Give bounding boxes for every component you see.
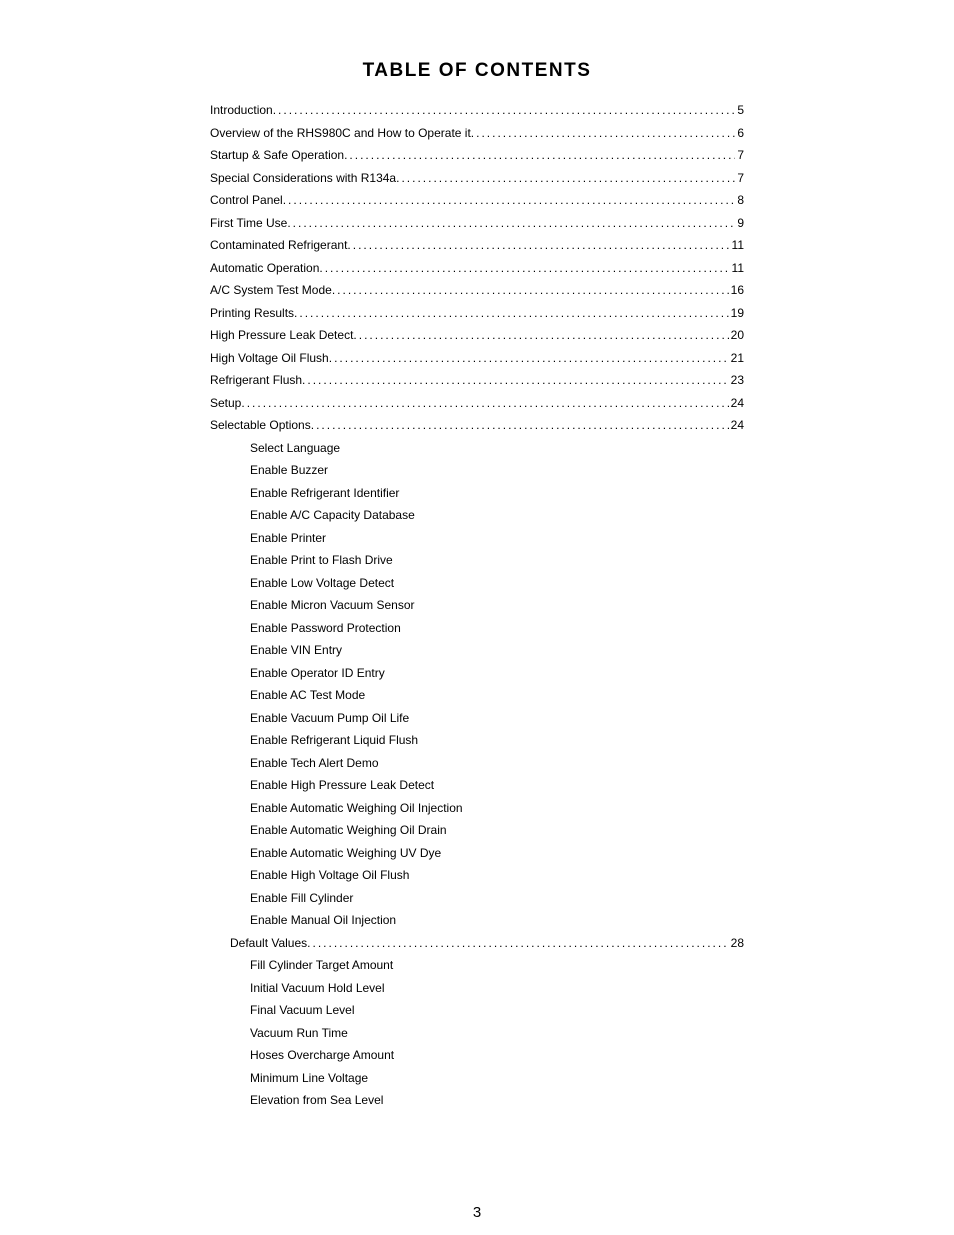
toc-entry-label: High Voltage Oil Flush: [210, 352, 329, 364]
toc-entry-page: 24: [729, 397, 744, 409]
toc-entry: First Time Use 9: [210, 217, 744, 229]
toc-leader-dots: [241, 397, 728, 409]
toc-leader-dots: [329, 352, 729, 364]
toc-entry-page: 6: [735, 127, 744, 139]
toc-leader-dots: [283, 194, 736, 206]
toc-entry-page: 23: [729, 374, 744, 386]
toc-entry-label: Startup & Safe Operation: [210, 149, 344, 161]
toc-entry-page: 28: [729, 937, 744, 949]
toc-entry-label: Automatic Operation: [210, 262, 319, 274]
toc-entry: Setup 24: [210, 397, 744, 409]
toc-subitem: Enable Micron Vacuum Sensor: [250, 599, 744, 611]
toc-entry-label: Overview of the RHS980C and How to Opera…: [210, 127, 471, 139]
toc-entry: Selectable Options 24: [210, 419, 744, 431]
toc-subitem: Enable A/C Capacity Database: [250, 509, 744, 521]
toc-entry: High Pressure Leak Detect 20: [210, 329, 744, 341]
toc-leader-dots: [347, 239, 729, 251]
toc-entry-label: Refrigerant Flush: [210, 374, 302, 386]
toc-subitem: Enable Print to Flash Drive: [250, 554, 744, 566]
toc-subitem: Enable Refrigerant Identifier: [250, 487, 744, 499]
toc-subitem: Initial Vacuum Hold Level: [250, 982, 744, 994]
toc-subitem: Enable Automatic Weighing Oil Injection: [250, 802, 744, 814]
toc-entry-page: 16: [729, 284, 744, 296]
toc-entry-label: Selectable Options: [210, 419, 311, 431]
toc-entry-page: 8: [735, 194, 744, 206]
toc-leader-dots: [471, 127, 736, 139]
toc-subitem: Enable High Pressure Leak Detect: [250, 779, 744, 791]
toc-entry-label: Special Considerations with R134a: [210, 172, 396, 184]
document-page: TABLE OF CONTENTS Introduction 5 Overview…: [0, 0, 954, 1235]
toc-leader-dots: [302, 374, 729, 386]
toc-entry-label: Introduction: [210, 104, 273, 116]
toc-subitem: Hoses Overcharge Amount: [250, 1049, 744, 1061]
toc-entry-page: 11: [730, 262, 744, 274]
toc-leader-dots: [294, 307, 729, 319]
toc-entry-label: High Pressure Leak Detect: [210, 329, 353, 341]
toc-entry-page: 19: [729, 307, 744, 319]
toc-entry: Automatic Operation 11: [210, 262, 744, 274]
toc-entry-label: First Time Use: [210, 217, 287, 229]
toc-entry-page: 24: [729, 419, 744, 431]
toc-entry-page: 5: [735, 104, 744, 116]
toc-entry: A/C System Test Mode 16: [210, 284, 744, 296]
toc-subitem: Enable Automatic Weighing Oil Drain: [250, 824, 744, 836]
toc-leader-dots: [273, 104, 736, 116]
toc-entry-label: Contaminated Refrigerant: [210, 239, 347, 251]
toc-subitem: Select Language: [250, 442, 744, 454]
toc-leader-dots: [353, 329, 728, 341]
toc-entry-page: 9: [735, 217, 744, 229]
toc-entry: Overview of the RHS980C and How to Opera…: [210, 127, 744, 139]
toc-subitem: Minimum Line Voltage: [250, 1072, 744, 1084]
toc-subitem: Enable AC Test Mode: [250, 689, 744, 701]
toc-leader-dots: [332, 284, 729, 296]
toc-subitem: Fill Cylinder Target Amount: [250, 959, 744, 971]
toc-subitem: Enable Manual Oil Injection: [250, 914, 744, 926]
toc-entry: Special Considerations with R134a 7: [210, 172, 744, 184]
toc-leader-dots: [344, 149, 735, 161]
toc-subitem: Enable VIN Entry: [250, 644, 744, 656]
toc-entry-page: 11: [730, 239, 744, 251]
toc-leader-dots: [287, 217, 735, 229]
toc-list: Introduction 5 Overview of the RHS980C an…: [210, 104, 744, 1106]
toc-leader-dots: [319, 262, 729, 274]
toc-entry-label: Control Panel: [210, 194, 283, 206]
toc-entry: Refrigerant Flush 23: [210, 374, 744, 386]
toc-entry: Contaminated Refrigerant 11: [210, 239, 744, 251]
toc-subitem: Enable Vacuum Pump Oil Life: [250, 712, 744, 724]
toc-entry: Printing Results 19: [210, 307, 744, 319]
toc-subitem: Elevation from Sea Level: [250, 1094, 744, 1106]
toc-entry-page: 7: [735, 172, 744, 184]
toc-entry: High Voltage Oil Flush 21: [210, 352, 744, 364]
toc-leader-dots: [396, 172, 735, 184]
toc-entry: Startup & Safe Operation 7: [210, 149, 744, 161]
toc-entry-label: Printing Results: [210, 307, 294, 319]
toc-subitem: Enable Tech Alert Demo: [250, 757, 744, 769]
toc-subitem: Enable Fill Cylinder: [250, 892, 744, 904]
toc-entry-label: A/C System Test Mode: [210, 284, 332, 296]
toc-subitem: Enable High Voltage Oil Flush: [250, 869, 744, 881]
toc-leader-dots: [311, 419, 729, 431]
toc-subitem: Enable Printer: [250, 532, 744, 544]
toc-entry: Control Panel 8: [210, 194, 744, 206]
toc-entry-label: Setup: [210, 397, 241, 409]
toc-entry-page: 7: [735, 149, 744, 161]
toc-subitem: Vacuum Run Time: [250, 1027, 744, 1039]
toc-subitem: Enable Operator ID Entry: [250, 667, 744, 679]
toc-subitem: Enable Refrigerant Liquid Flush: [250, 734, 744, 746]
toc-entry: Introduction 5: [210, 104, 744, 116]
toc-subitem: Enable Low Voltage Detect: [250, 577, 744, 589]
toc-subitem: Enable Buzzer: [250, 464, 744, 476]
toc-entry-page: 20: [729, 329, 744, 341]
toc-entry-label: Default Values: [230, 937, 307, 949]
toc-entry: Default Values 28: [230, 937, 744, 949]
toc-leader-dots: [307, 937, 728, 949]
toc-subitem: Final Vacuum Level: [250, 1004, 744, 1016]
toc-entry-page: 21: [729, 352, 744, 364]
page-title: TABLE OF CONTENTS: [210, 60, 744, 82]
page-number: 3: [0, 1204, 954, 1221]
toc-subitem: Enable Automatic Weighing UV Dye: [250, 847, 744, 859]
toc-subitem: Enable Password Protection: [250, 622, 744, 634]
